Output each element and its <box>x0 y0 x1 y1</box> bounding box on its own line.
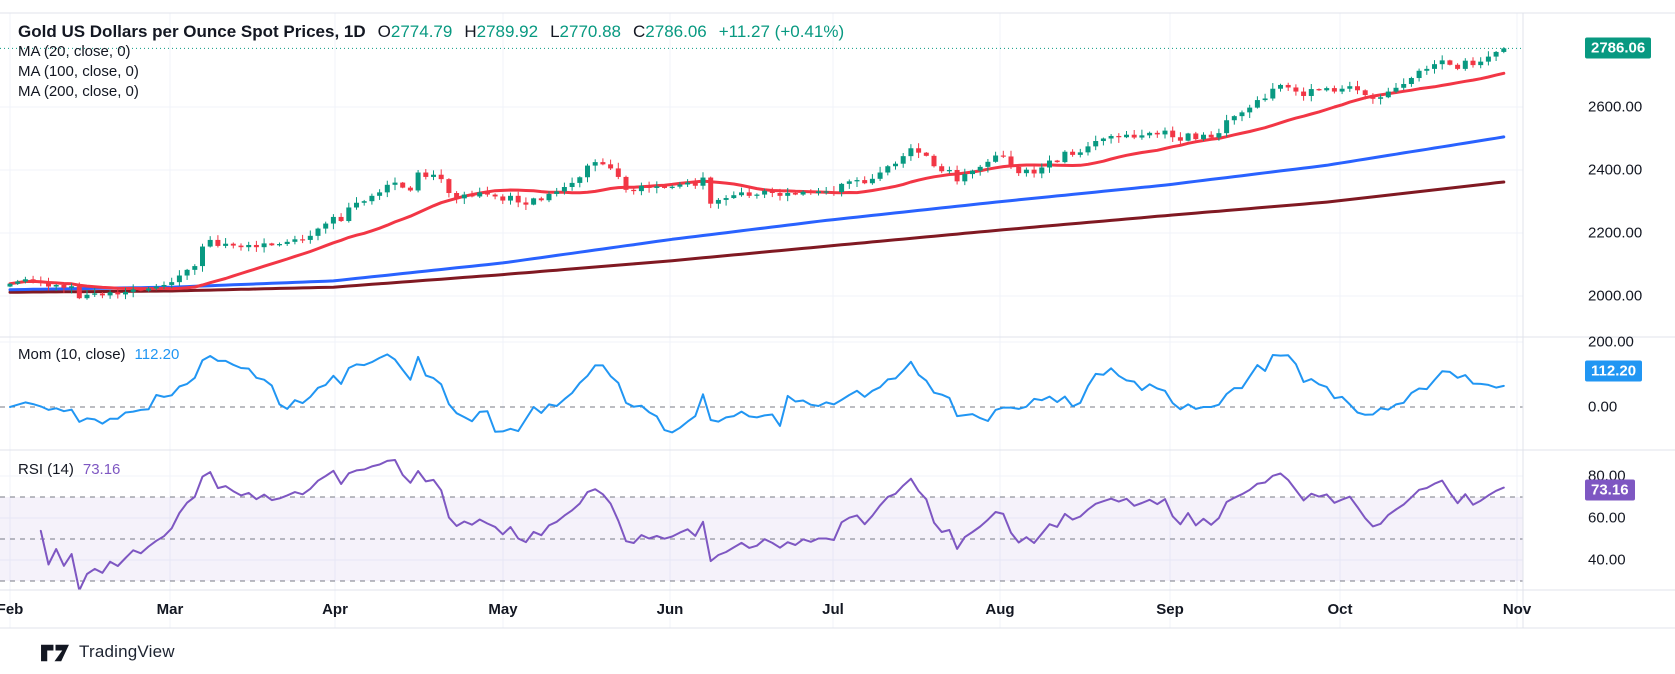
time-tick-feb: Feb <box>0 601 24 618</box>
time-tick-mar: Mar <box>156 601 184 618</box>
tradingview-logo-text: TradingView <box>79 642 175 661</box>
price-tick-label: 2000.00 <box>1588 287 1643 305</box>
time-tick-nov: Nov <box>1502 601 1532 618</box>
rsi-label-text: RSI (14) <box>18 461 74 478</box>
last-price-badge: 2786.06 <box>1585 37 1652 59</box>
close-label: C <box>633 22 646 41</box>
ohlc-open: O2774.79 <box>378 22 453 42</box>
high-value: 2789.92 <box>476 22 539 41</box>
time-tick-jul: Jul <box>822 601 844 618</box>
momentum-label-text: Mom (10, close) <box>18 346 126 363</box>
momentum-badge: 112.20 <box>1585 360 1643 382</box>
indicator-label-ma200[interactable]: MA (200, close, 0) <box>18 83 139 100</box>
symbol-title[interactable]: Gold US Dollars per Ounce Spot Prices, 1… <box>18 22 366 41</box>
momentum-tick-label: 200.00 <box>1588 333 1634 351</box>
symbol-header-row: Gold US Dollars per Ounce Spot Prices, 1… <box>18 22 844 42</box>
price-tick-label: 2200.00 <box>1588 224 1643 242</box>
low-value: 2770.88 <box>559 22 621 41</box>
tradingview-logo[interactable]: TradingView <box>40 641 175 663</box>
rsi-tick-label: 40.00 <box>1588 551 1626 569</box>
high-label: H <box>464 22 477 41</box>
indicator-label-ma100[interactable]: MA (100, close, 0) <box>18 63 139 80</box>
ohlc-close: C2786.06 <box>633 22 707 42</box>
rsi-tick-label: 60.00 <box>1588 509 1626 527</box>
close-value: 2786.06 <box>645 22 707 41</box>
indicator-label-ma20[interactable]: MA (20, close, 0) <box>18 43 131 60</box>
time-scale[interactable]: Feb Mar Apr May Jun Jul Aug Sep Oct Nov <box>0 590 1531 628</box>
open-label: O <box>377 22 391 41</box>
price-tick-label: 2400.00 <box>1588 161 1643 179</box>
rsi-indicator-label[interactable]: RSI (14) 73.16 <box>18 461 120 478</box>
ohlc-low: L2770.88 <box>550 22 621 42</box>
price-scale[interactable]: 2786.06 112.20 73.16 2600.00 2400.00 2200.… <box>1523 0 1675 628</box>
momentum-tick-label: 0.00 <box>1588 398 1618 416</box>
time-tick-sep: Sep <box>1156 601 1184 618</box>
momentum-indicator-label[interactable]: Mom (10, close) 112.20 <box>18 346 179 363</box>
rsi-badge: 73.16 <box>1585 479 1635 501</box>
time-tick-may: May <box>488 601 518 618</box>
open-value: 2774.79 <box>390 22 453 41</box>
rsi-value: 73.16 <box>82 461 121 478</box>
price-tick-label: 2600.00 <box>1588 98 1643 116</box>
low-label: L <box>550 22 560 41</box>
ohlc-high: H2789.92 <box>464 22 538 42</box>
chart-legend: Gold US Dollars per Ounce Spot Prices, 1… <box>18 22 844 102</box>
momentum-value: 112.20 <box>134 346 180 363</box>
time-tick-aug: Aug <box>985 601 1015 618</box>
tradingview-logo-icon <box>41 644 69 662</box>
change-value: +11.27 (+0.41%) <box>718 22 845 41</box>
time-tick-apr: Apr <box>322 601 348 618</box>
time-tick-oct: Oct <box>1327 601 1353 618</box>
time-tick-jun: Jun <box>656 601 684 618</box>
